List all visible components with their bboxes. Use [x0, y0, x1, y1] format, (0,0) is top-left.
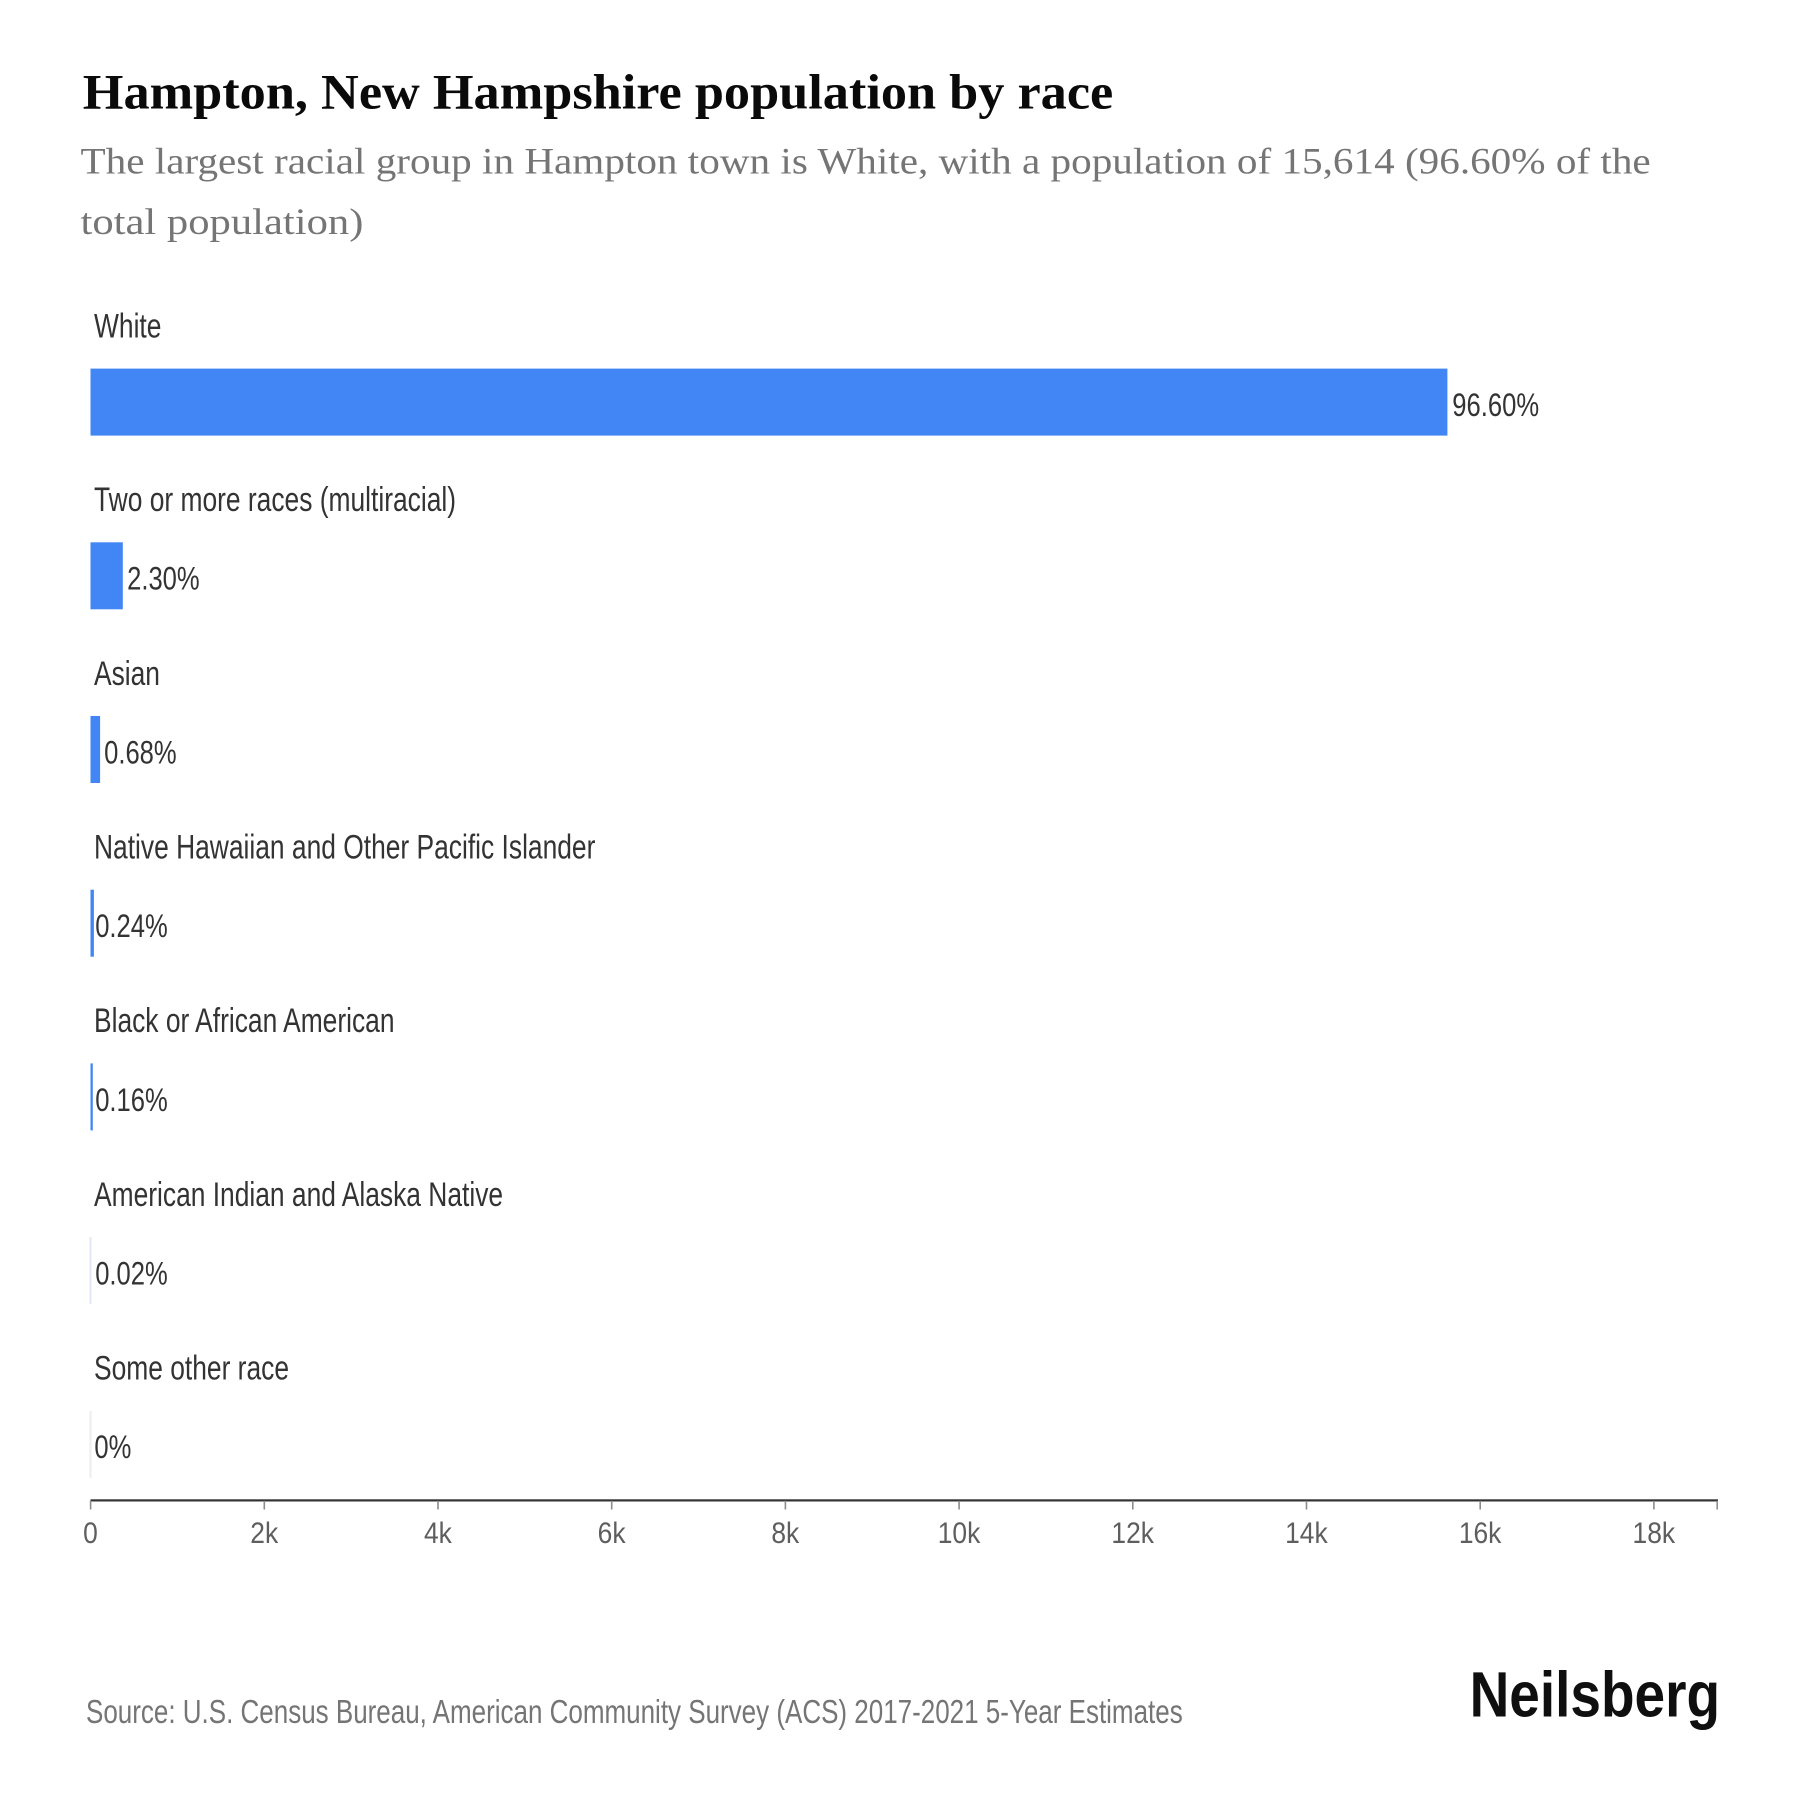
- svg-text:14k: 14k: [1285, 1515, 1328, 1549]
- svg-text:Some other race: Some other race: [94, 1349, 289, 1387]
- svg-text:12k: 12k: [1111, 1515, 1154, 1549]
- svg-text:Neilsberg: Neilsberg: [1470, 1659, 1720, 1731]
- svg-text:Native Hawaiian and Other Paci: Native Hawaiian and Other Pacific Island…: [94, 828, 595, 866]
- svg-text:The largest racial group in Ha: The largest racial group in Hampton town…: [81, 141, 1651, 182]
- svg-text:American Indian and Alaska Nat: American Indian and Alaska Native: [94, 1176, 503, 1214]
- svg-text:Asian: Asian: [94, 655, 160, 693]
- svg-text:18k: 18k: [1633, 1515, 1676, 1549]
- svg-text:4k: 4k: [424, 1515, 453, 1549]
- svg-text:96.60%: 96.60%: [1452, 388, 1539, 423]
- svg-text:16k: 16k: [1459, 1515, 1502, 1549]
- svg-text:Source: U.S. Census Bureau, Am: Source: U.S. Census Bureau, American Com…: [86, 1694, 1183, 1731]
- svg-text:total population): total population): [81, 201, 364, 243]
- svg-text:0%: 0%: [94, 1431, 131, 1466]
- svg-text:Hampton, New Hampshire populat: Hampton, New Hampshire population by rac…: [83, 65, 1113, 121]
- svg-text:10k: 10k: [938, 1515, 981, 1549]
- svg-text:0.24%: 0.24%: [95, 909, 168, 944]
- svg-text:0.02%: 0.02%: [95, 1257, 168, 1292]
- svg-text:0.68%: 0.68%: [104, 736, 177, 771]
- svg-text:8k: 8k: [771, 1515, 800, 1549]
- svg-text:Two or more races (multiracial: Two or more races (multiracial): [94, 481, 456, 519]
- svg-text:0.16%: 0.16%: [95, 1083, 168, 1118]
- svg-text:2k: 2k: [250, 1515, 279, 1549]
- svg-text:6k: 6k: [598, 1515, 627, 1549]
- svg-text:Black or African American: Black or African American: [94, 1002, 395, 1040]
- svg-text:2.30%: 2.30%: [127, 562, 200, 597]
- svg-text:White: White: [94, 307, 161, 345]
- svg-text:0: 0: [83, 1515, 98, 1549]
